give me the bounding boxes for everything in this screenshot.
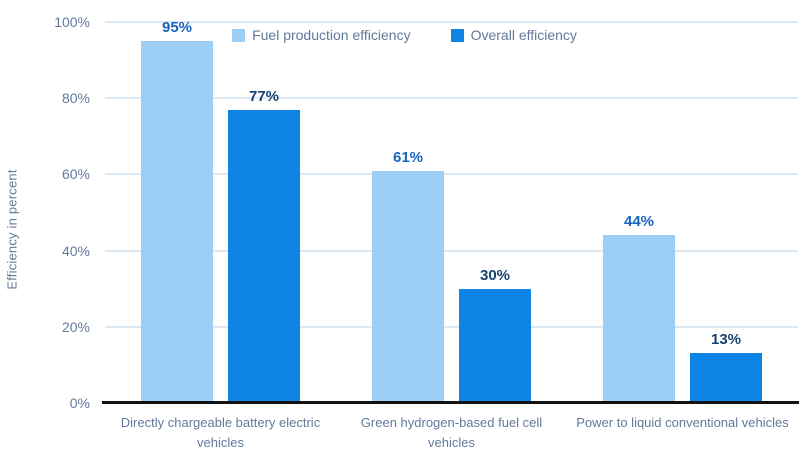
gridline-40 — [105, 249, 798, 252]
bar-value-label: 95% — [161, 19, 193, 37]
legend-label: Fuel production efficiency — [252, 27, 411, 43]
legend-item-0: Fuel production efficiency — [232, 27, 411, 43]
gridline-20 — [105, 325, 798, 328]
category-label-2: Power to liquid conventional vehicles — [576, 415, 789, 430]
bar-value-label: 30% — [479, 266, 511, 284]
y-axis-title: Efficiency in percent — [4, 169, 20, 290]
bar-series1-cat0: 77% — [228, 88, 300, 403]
gridline-100 — [105, 21, 798, 23]
bar-series0-cat1: 61% — [372, 149, 444, 403]
bar-series1-cat2: 13% — [690, 331, 762, 403]
y-tick-label-60: 60% — [61, 166, 90, 183]
y-tick-label-0: 0% — [69, 395, 90, 411]
bar-series0-cat2: 44% — [603, 213, 675, 403]
category-label-0: Directly chargeable battery electric veh… — [120, 415, 321, 450]
bars-container: 95% 77% 61% 30% 44% 13% — [105, 19, 798, 403]
legend-swatch-icon — [450, 28, 464, 42]
gridline-60 — [105, 173, 798, 176]
y-tick-label-40: 40% — [61, 242, 90, 259]
bar-value-label: 77% — [248, 87, 280, 105]
bar-value-label: 61% — [392, 148, 424, 166]
y-tick-label-20: 20% — [61, 318, 90, 335]
legend-label: Overall efficiency — [470, 27, 577, 43]
bar-group-0: 95% 77% — [105, 19, 336, 403]
bar-group-2: 44% 13% — [567, 22, 798, 403]
bar-series1-cat1: 30% — [459, 267, 531, 403]
gridline-80 — [105, 97, 798, 100]
x-axis-line — [102, 401, 799, 404]
bar-group-1: 61% 30% — [336, 22, 567, 403]
bar-value-label: 44% — [623, 213, 655, 231]
chart-legend: Fuel production efficiency Overall effici… — [0, 27, 809, 43]
bar-series0-cat0: 95% — [141, 19, 213, 403]
plot-area: 95% 77% 61% 30% 44% 13% — [105, 19, 798, 403]
legend-swatch-icon — [232, 28, 246, 42]
y-tick-label-80: 80% — [61, 90, 90, 107]
category-label-1: Green hydrogen-based fuel cell vehicles — [360, 415, 543, 450]
legend-item-1: Overall efficiency — [450, 27, 577, 43]
category-labels: Directly chargeable battery electric veh… — [105, 413, 798, 452]
bar-value-label: 13% — [710, 331, 742, 349]
y-tick-label-100: 100% — [54, 14, 90, 30]
